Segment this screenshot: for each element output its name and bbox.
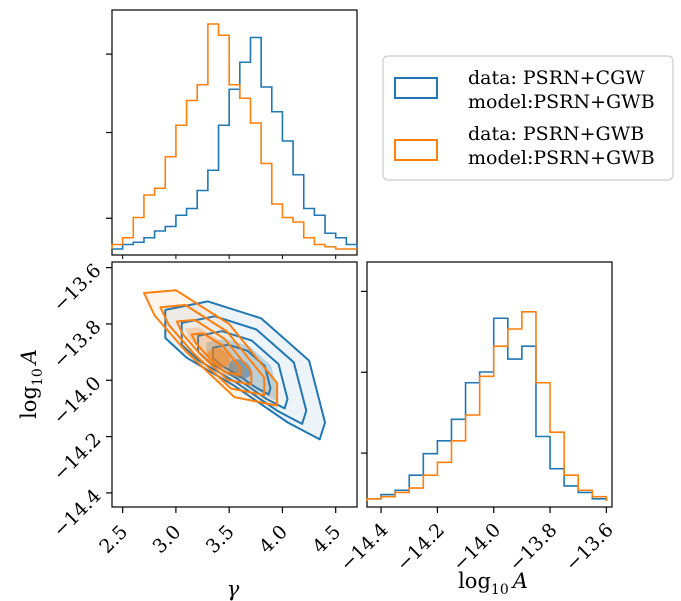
gamma-tick-label-3: 4.0 [255,521,292,558]
logA-x-tick-label-3: −14.2 [392,519,449,576]
posterior-contour-1-1 [159,304,266,397]
gamma-tick-label-4: 4.5 [308,521,345,558]
posterior-peak-1 [207,348,230,368]
posterior-contour-1-0 [143,289,279,407]
gamma-tick-label-2: 3.5 [202,521,239,558]
posterior-contour-1-2 [175,318,253,386]
logA-x-tick-label-1: −13.8 [505,519,562,576]
y-axis-label-logA-main: log [17,386,41,419]
hist-logA-series-0 [366,317,608,501]
legend-swatch-gwb [394,139,438,161]
posterior-2d-layer [143,289,326,441]
hist-gamma-panel [111,9,358,256]
logA-y-tick-label-2: −14.0 [49,372,106,429]
hist-gamma-layer [111,23,358,250]
logA-y-tick-label-0: −13.6 [49,260,106,317]
y-axis-label-logA-var: A [17,349,41,366]
logA-y-tick-label-1: −13.8 [49,316,106,373]
legend-frame [382,55,674,181]
hist-logA-panel [366,261,613,508]
legend-swatch-cgw [394,77,438,99]
svg-text:log10A: log10A [458,569,528,598]
hist-gamma-series-1 [111,23,357,250]
posterior-fill-1 [144,290,278,406]
y-axis-label-logA-sub: 10 [30,368,46,386]
posterior-2d-panel [111,261,358,508]
legend-entry-2-line2: model:PSRN+GWB [468,147,655,169]
logA-y-tick-label-3: −14.2 [49,429,106,486]
hist-logA-series-1 [366,311,608,501]
x-axis-label-logA-var: A [511,569,528,593]
x-axis-label-gamma: γ [227,577,240,601]
hist-gamma-series-0 [112,36,358,250]
y-axis-label-logA: log10 A [17,349,46,419]
posterior-contour-0-0 [164,300,326,441]
x-axis-label-logA-main: log [458,569,491,593]
logA-x-tick-label-4: −14.4 [336,519,393,576]
posterior-contour-0-1 [180,315,308,425]
legend-entry-1-line2: model:PSRN+GWB [468,91,655,113]
legend-entry-1-line1: data: PSRN+CGW [468,67,645,89]
logA-x-tick-label-0: −13.6 [561,519,618,576]
svg-text:log10A: log10 A [17,349,46,419]
logA-y-tick-label-4: −14.4 [49,485,106,542]
x-axis-label-logA: log10 A [458,569,528,598]
posterior-contour-1-3 [190,332,241,376]
legend-entry-2-line1: data: PSRN+GWB [468,123,644,145]
gamma-tick-label-0: 2.5 [95,521,132,558]
hist-logA-layer [366,311,608,501]
legend: data: PSRN+CGW model:PSRN+GWB data: PSRN… [382,55,674,181]
x-axis-label-logA-sub: 10 [491,582,509,598]
gamma-tick-label-1: 3.0 [149,521,186,558]
logA-x-tick-label-2: −14.0 [449,519,506,576]
